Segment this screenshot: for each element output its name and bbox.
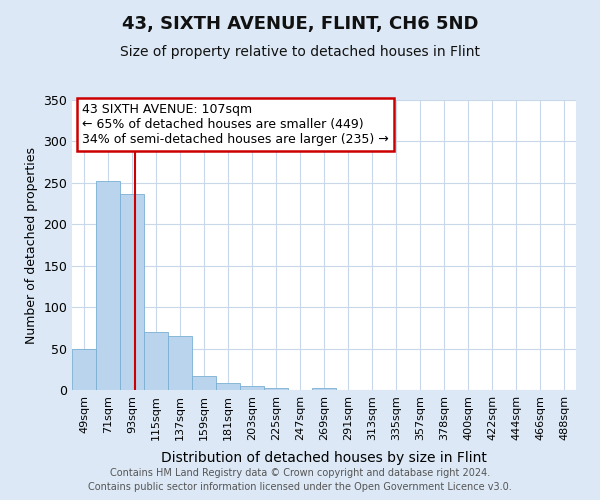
Bar <box>72 348 96 390</box>
Bar <box>192 376 216 390</box>
Bar <box>312 388 336 390</box>
Text: 43, SIXTH AVENUE, FLINT, CH6 5ND: 43, SIXTH AVENUE, FLINT, CH6 5ND <box>122 15 478 33</box>
Text: Contains HM Land Registry data © Crown copyright and database right 2024.: Contains HM Land Registry data © Crown c… <box>110 468 490 477</box>
Bar <box>120 194 144 390</box>
Bar <box>96 181 120 390</box>
Text: 43 SIXTH AVENUE: 107sqm
← 65% of detached houses are smaller (449)
34% of semi-d: 43 SIXTH AVENUE: 107sqm ← 65% of detache… <box>82 103 389 146</box>
Bar <box>144 332 168 390</box>
Text: Size of property relative to detached houses in Flint: Size of property relative to detached ho… <box>120 45 480 59</box>
Bar <box>240 386 264 390</box>
Bar <box>216 384 240 390</box>
Bar <box>168 336 192 390</box>
Bar <box>264 388 288 390</box>
X-axis label: Distribution of detached houses by size in Flint: Distribution of detached houses by size … <box>161 451 487 465</box>
Text: Contains public sector information licensed under the Open Government Licence v3: Contains public sector information licen… <box>88 482 512 492</box>
Y-axis label: Number of detached properties: Number of detached properties <box>25 146 38 344</box>
